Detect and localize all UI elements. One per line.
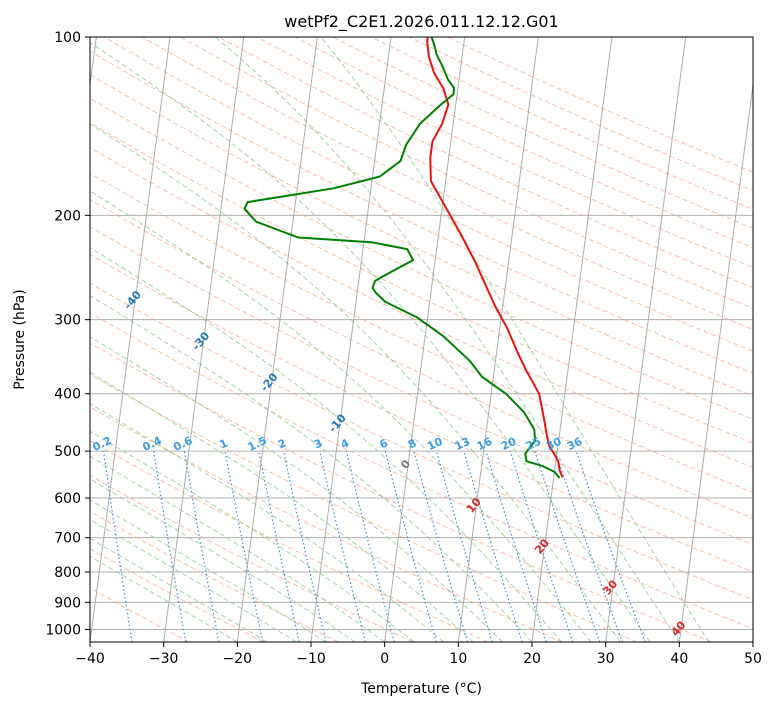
moist-adiabat: [90, 190, 592, 642]
mixing-ratio-line: [485, 450, 547, 642]
mixing-ratio-label: 30: [544, 435, 564, 453]
moist-adiabat: [90, 123, 621, 642]
mixing-ratio-line: [319, 450, 366, 642]
moist-adiabat: [90, 455, 385, 642]
plot-frame: [89, 36, 754, 643]
moist-adiabat: [90, 478, 356, 642]
mixing-ratio-label: 16: [475, 435, 495, 453]
y-tick-label: 700: [54, 531, 81, 547]
moist-adiabat: [90, 336, 503, 642]
mixing-ratio-label: 25: [524, 435, 543, 453]
y-tick-label: 200: [54, 208, 81, 224]
isotherms: [90, 37, 753, 642]
y-tick-label: 100: [54, 30, 81, 46]
dry-adiabat: [90, 312, 753, 630]
moist-adiabat: [90, 403, 444, 642]
x-tick-label: 40: [670, 651, 688, 667]
isotherm: [163, 37, 245, 642]
moist-adiabat: [90, 555, 238, 642]
dry-adiabat: [218, 37, 753, 289]
moist-adiabats: [90, 37, 710, 642]
moist-adiabat: [214, 37, 680, 642]
mixing-ratio-label: 10: [425, 435, 445, 453]
isotherm: [384, 37, 466, 642]
isotherm: [457, 37, 539, 642]
isotherm: [531, 37, 613, 642]
moist-adiabat: [90, 41, 651, 642]
isotherm-label: -50: [53, 247, 76, 271]
isotherm: [236, 37, 318, 642]
x-axis-label: Temperature (°C): [360, 681, 482, 697]
dry-adiabat: [141, 37, 753, 331]
y-tick-label: 800: [54, 565, 81, 581]
mixing-ratio-line: [283, 450, 327, 642]
isotherm: [90, 37, 97, 89]
chart-title: wetPf2_C2E1.2026.011.12.12.G01: [284, 12, 558, 32]
x-tick-label: −20: [223, 651, 253, 667]
dry-adiabat: [90, 50, 753, 374]
dry-adiabat: [103, 37, 753, 352]
dry-adiabat: [90, 282, 753, 601]
mixing-ratio-line: [534, 450, 601, 642]
dry-adiabat: [90, 406, 563, 642]
dry-adiabat: [90, 587, 190, 642]
profile-series: [243, 37, 564, 479]
isotherm: [678, 81, 753, 642]
moist-adiabat: [90, 519, 297, 642]
y-tick-label: 1000: [45, 622, 81, 638]
isotherm: [752, 638, 753, 642]
dry-adiabat: [90, 146, 753, 468]
x-tick-label: 50: [744, 651, 762, 667]
mixing-ratio-line: [258, 450, 300, 642]
moist-adiabat: [90, 246, 562, 642]
y-axis-ticks: 100 200 300 400 500 600 700 800 900 1000: [45, 30, 90, 638]
isotherm-label: -60: [0, 206, 8, 230]
isotherm: [310, 37, 392, 642]
isotherm: [90, 37, 171, 642]
y-tick-label: 900: [54, 595, 81, 611]
dewpoint-profile-line: [243, 37, 561, 479]
x-tick-label: −30: [149, 651, 179, 667]
x-tick-label: 30: [597, 651, 615, 667]
x-axis-ticks: −40 −30 −20 −10 0 10 20 30 40 50: [75, 642, 762, 667]
dry-adiabat: [90, 548, 264, 642]
x-tick-label: −10: [296, 651, 326, 667]
moist-adiabat: [90, 537, 268, 642]
y-tick-label: 600: [54, 491, 81, 507]
dry-adiabat: [90, 172, 753, 494]
plot-background: [90, 37, 753, 642]
dry-adiabat: [90, 198, 753, 519]
y-tick-label: 300: [54, 313, 81, 329]
x-tick-label: 10: [449, 651, 467, 667]
mixing-ratio-line: [463, 450, 523, 642]
mixing-ratio-line: [224, 450, 264, 642]
temperature-profile-line: [426, 37, 564, 478]
mixing-ratio-label: 13: [453, 435, 472, 453]
dry-adiabat: [90, 373, 638, 642]
mixing-ratio-line: [435, 450, 493, 642]
mixing-ratio-line: [554, 450, 623, 642]
moist-adiabat: [90, 371, 474, 642]
isotherm: [605, 37, 687, 642]
mixing-ratio-label: 36: [565, 435, 585, 453]
x-tick-label: 20: [523, 651, 541, 667]
dry-adiabat: [90, 440, 488, 642]
mixing-ratio-line: [384, 450, 437, 642]
dry-adiabat: [180, 37, 753, 309]
mixing-ratio-label: 20: [499, 435, 519, 453]
x-tick-label: 0: [380, 651, 389, 667]
dry-adiabat: [90, 226, 753, 546]
moist-adiabat: [320, 37, 710, 642]
mixing-ratio-line: [509, 450, 574, 642]
y-axis-label: Pressure (hPa): [12, 289, 28, 389]
x-tick-label: −40: [75, 651, 105, 667]
mixing-ratio-line: [413, 450, 469, 642]
y-tick-label: 500: [54, 444, 81, 460]
mixing-ratio-line: [575, 450, 646, 642]
y-tick-label: 400: [54, 387, 81, 403]
moist-adiabat: [90, 294, 533, 642]
